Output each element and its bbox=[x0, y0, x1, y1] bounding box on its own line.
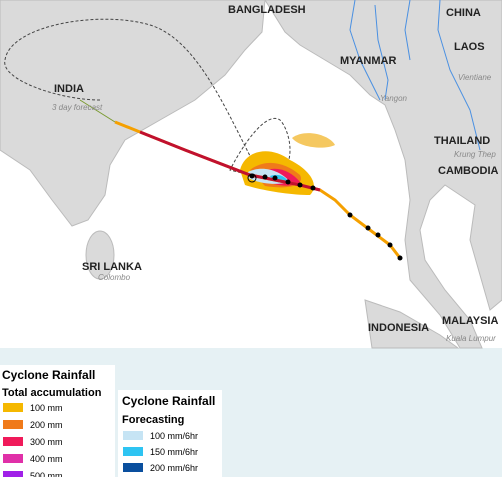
track-point bbox=[272, 175, 278, 181]
legend-swatch bbox=[3, 437, 23, 446]
country-label: INDIA bbox=[54, 83, 84, 95]
legend-label: 100 mm/6hr bbox=[150, 431, 198, 441]
track-point bbox=[347, 212, 353, 218]
track-point bbox=[297, 182, 303, 188]
legend-swatch bbox=[3, 403, 23, 412]
country-label: SRI LANKA bbox=[82, 261, 142, 273]
legend-title: Cyclone Rainfall bbox=[122, 394, 215, 408]
country-label: INDONESIA bbox=[368, 322, 429, 334]
track-points bbox=[249, 173, 403, 261]
legend-subtitle: Forecasting bbox=[122, 414, 184, 426]
country-label: LAOS bbox=[454, 41, 485, 53]
legend-swatch bbox=[123, 463, 143, 472]
legend-swatch bbox=[3, 471, 23, 480]
india-land bbox=[0, 0, 266, 227]
river bbox=[349, 0, 381, 101]
legend-label: 150 mm/6hr bbox=[150, 447, 198, 457]
track-point bbox=[375, 232, 381, 238]
legend-label: 200 mm/6hr bbox=[150, 463, 198, 473]
legend-subtitle: Total accumulation bbox=[2, 387, 102, 399]
city-label: Kuala Lumpur bbox=[446, 334, 496, 343]
country-label: THAILAND bbox=[434, 135, 490, 147]
track-point bbox=[310, 185, 316, 191]
rain-100mm bbox=[292, 133, 335, 148]
river bbox=[374, 4, 389, 101]
city-label: Yangon bbox=[380, 94, 408, 103]
legend-label: 100 mm bbox=[30, 403, 63, 413]
city-label: Krung Thep bbox=[454, 150, 496, 159]
forecast-cone bbox=[4, 18, 261, 176]
legend-swatch bbox=[123, 431, 143, 440]
forecast-track bbox=[79, 99, 116, 123]
river bbox=[404, 0, 411, 61]
forecast-label: 3 day forecast bbox=[52, 103, 103, 112]
legend-label: 500 mm bbox=[30, 471, 63, 477]
country-label: MYANMAR bbox=[340, 55, 396, 67]
track-point bbox=[365, 225, 371, 231]
legend-swatch bbox=[123, 447, 143, 456]
legend-swatch bbox=[3, 420, 23, 429]
city-label: Vientiane bbox=[458, 73, 492, 82]
country-label: BANGLADESH bbox=[228, 4, 306, 16]
sri-lanka-land bbox=[85, 230, 115, 280]
track-point bbox=[397, 255, 403, 261]
country-label: MALAYSIA bbox=[442, 315, 498, 327]
track-point bbox=[262, 174, 268, 180]
country-label: CAMBODIA bbox=[438, 165, 499, 177]
legend-label: 300 mm bbox=[30, 437, 63, 447]
track-point bbox=[285, 179, 291, 185]
country-label: CHINA bbox=[446, 7, 481, 19]
legend-title: Cyclone Rainfall bbox=[2, 368, 95, 382]
river bbox=[437, 0, 481, 151]
rivers bbox=[349, 0, 481, 151]
sumatra-land bbox=[364, 299, 460, 349]
southeast-asia-land bbox=[264, 0, 502, 349]
city-label: Colombo bbox=[98, 273, 131, 282]
track-point bbox=[249, 173, 255, 179]
track-point bbox=[387, 242, 393, 248]
legend-label: 400 mm bbox=[30, 454, 63, 464]
current-position bbox=[247, 173, 257, 183]
legend-swatch bbox=[3, 454, 23, 463]
map: BANGLADESH CHINA MYANMAR LAOS INDIA THAI… bbox=[0, 0, 502, 349]
legend-label: 200 mm bbox=[30, 420, 63, 430]
